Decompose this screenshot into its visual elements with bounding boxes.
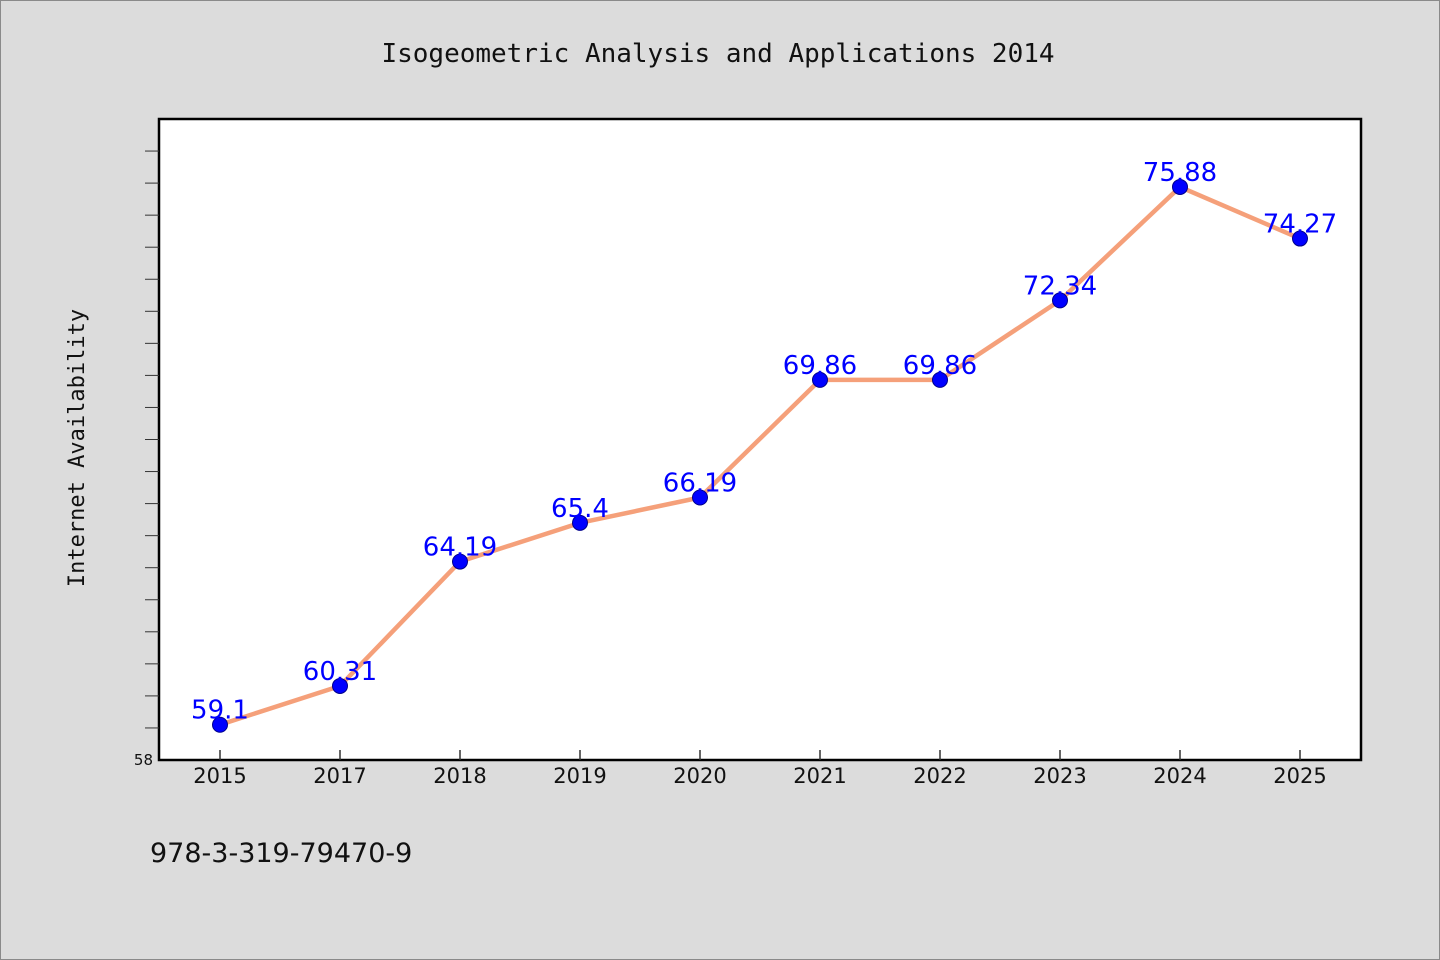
x-tick-label: 2022: [913, 764, 966, 788]
data-label: 60.31: [303, 657, 377, 687]
series-line: [217, 184, 1303, 727]
x-tick-label: 2020: [673, 764, 726, 788]
x-tick-label: 2024: [1153, 764, 1206, 788]
data-label: 59.1: [191, 696, 249, 726]
data-point: [1292, 230, 1308, 247]
x-tick-label: 2018: [433, 764, 486, 788]
x-tick-label: 2021: [793, 764, 846, 788]
x-axis-ticks: 2015 2017 2018 2019 2020 2021 2022 2023 2024 2025: [193, 750, 1327, 788]
data-label: 74.27: [1263, 210, 1337, 240]
data-label: 66.19: [663, 469, 737, 499]
data-label: 75.88: [1143, 158, 1217, 188]
data-point: [212, 716, 228, 733]
data-label: 64.19: [423, 533, 497, 563]
data-point: [572, 514, 588, 531]
y-axis-ticks: 58: [134, 150, 159, 769]
x-tick-label: 2017: [313, 764, 366, 788]
x-tick-label: 2015: [193, 764, 246, 788]
data-label: 69.86: [903, 351, 977, 381]
series-markers: [212, 178, 1308, 733]
x-tick-label: 2023: [1033, 764, 1086, 788]
data-label: 65.4: [551, 494, 609, 524]
data-labels: 59.1 60.31 64.19 65.4 66.19 69.86 69.86 72.34 75…: [191, 158, 1337, 726]
data-point: [812, 371, 828, 388]
data-point: [1052, 292, 1068, 309]
data-label: 69.86: [783, 351, 857, 381]
x-tick-label: 2025: [1273, 764, 1326, 788]
data-point: [332, 677, 348, 694]
x-tick-label: 2019: [553, 764, 606, 788]
series-line-group: [217, 184, 1303, 727]
data-point: [932, 371, 948, 388]
isbn-footer: 978-3-319-79470-9: [150, 838, 412, 869]
y-tick-label: 58: [134, 751, 153, 769]
data-point: [452, 553, 468, 570]
y-axis-label: Internet Availability: [65, 309, 90, 587]
chart-title: Isogeometric Analysis and Applications 2…: [381, 39, 1054, 69]
data-point: [1172, 178, 1188, 195]
data-label: 72.34: [1023, 271, 1097, 301]
data-point: [692, 489, 708, 506]
